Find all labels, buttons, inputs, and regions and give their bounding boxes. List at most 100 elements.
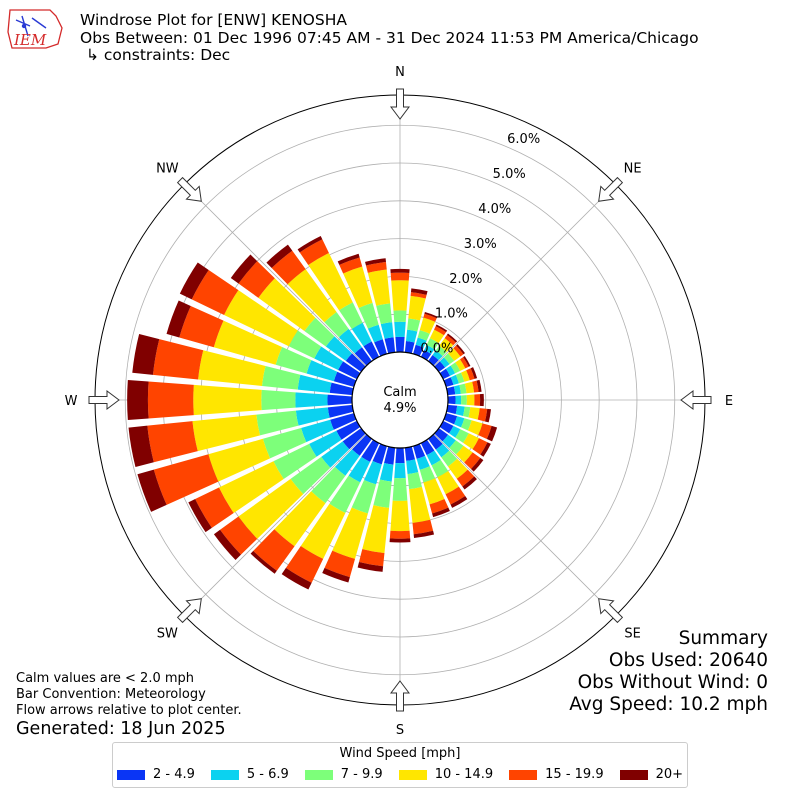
legend-item-1: 5 - 6.9: [210, 767, 289, 782]
bar-310-bin-0: [345, 353, 366, 372]
bar-180-bin-2: [392, 478, 408, 501]
bar-160-bin-0: [413, 443, 426, 459]
flow-arrow-se: [598, 598, 624, 624]
bar-240-bin-0: [336, 420, 361, 440]
bar-330-bin-0: [363, 341, 380, 361]
bar-340-bin-2: [358, 302, 379, 329]
legend-label: 5 - 6.9: [246, 767, 289, 782]
bar-250-bin-0: [330, 413, 357, 430]
bar-300-bin-0: [338, 361, 361, 380]
bar-110-bin-5: [486, 425, 498, 442]
grid-spoke-nw: [184, 184, 367, 367]
bar-200-bin-3: [332, 507, 368, 559]
legend-label: 15 - 19.9: [545, 767, 604, 782]
bar-290-bin-3: [213, 320, 283, 365]
bar-330-bin-3: [308, 253, 353, 311]
bar-110-bin-3: [467, 420, 483, 436]
bar-320-bin-4: [271, 250, 306, 285]
bar-220-bin-5: [250, 550, 277, 574]
bar-190-bin-0: [384, 446, 396, 465]
direction-label-se: SE: [624, 627, 640, 642]
bar-350-bin-0: [384, 337, 396, 354]
bar-270-bin-0: [327, 394, 353, 406]
calm-value: 4.9%: [383, 401, 416, 416]
bar-260-bin-2: [256, 410, 299, 436]
legend-item-4: 15 - 19.9: [509, 767, 604, 782]
bar-320-bin-5: [266, 244, 293, 269]
bar-150-bin-1: [426, 450, 441, 466]
bar-260-bin-1: [295, 407, 330, 426]
bar-190-bin-5: [357, 561, 384, 572]
calm-circle: [351, 351, 449, 449]
bar-130-bin-5: [470, 457, 484, 472]
bar-340-bin-4: [339, 257, 363, 274]
bar-210-bin-0: [361, 439, 380, 462]
legend-item-5: 20+: [619, 767, 683, 782]
summary-avg-speed: Avg Speed: 10.2 mph: [569, 694, 768, 715]
bar-270-bin-5: [127, 380, 149, 420]
bar-10-bin-0: [404, 340, 415, 354]
bar-100-bin-2: [463, 406, 471, 418]
bar-90-bin-0: [447, 395, 456, 405]
bar-80-bin-2: [459, 383, 467, 394]
bar-240-bin-1: [309, 430, 342, 457]
bar-50-bin-3: [447, 348, 461, 361]
bar-190-bin-4: [359, 549, 385, 567]
bar-190-bin-2: [373, 479, 392, 508]
bar-280-bin-5: [132, 333, 160, 375]
bar-110-bin-1: [454, 416, 465, 428]
legend-swatch: [116, 769, 145, 780]
bar-140-bin-3: [447, 458, 468, 479]
bar-180-bin-3: [390, 500, 410, 532]
bar-100-bin-3: [468, 407, 480, 420]
bar-100-bin-5: [485, 408, 491, 423]
bar-150-bin-3: [437, 470, 459, 495]
bar-200-bin-1: [364, 461, 382, 485]
bar-130-bin-1: [442, 434, 456, 448]
bar-160-bin-1: [416, 455, 430, 470]
bar-150-bin-5: [450, 495, 468, 508]
bar-10-bin-4: [410, 292, 427, 299]
bar-130-bin-2: [449, 440, 464, 455]
bar-130-bin-0: [434, 428, 449, 442]
bar-90-bin-4: [474, 394, 481, 406]
bar-50-bin-4: [453, 345, 464, 357]
bar-120-bin-1: [449, 425, 461, 438]
flow-arrow-w: [88, 390, 120, 410]
note-bar-convention: Bar Convention: Meteorology: [16, 687, 206, 702]
bar-70-bin-1: [450, 374, 459, 385]
summary-panel: Summary Obs Used: 20640 Obs Without Wind…: [569, 628, 768, 716]
bar-60-bin-5: [463, 356, 471, 367]
flow-arrow-n: [390, 88, 410, 120]
bar-200-bin-4: [324, 550, 356, 578]
grid-spoke-ne: [433, 184, 616, 367]
radial-tick-label-2: 2.0%: [449, 272, 482, 287]
bar-80-bin-0: [446, 386, 456, 396]
bar-280-bin-2: [262, 365, 301, 390]
bar-250-bin-1: [301, 419, 334, 443]
bar-280-bin-0: [329, 382, 354, 396]
radial-tick-label-3: 3.0%: [464, 237, 497, 252]
bar-230-bin-5: [213, 529, 241, 560]
bar-280-bin-4: [152, 339, 204, 380]
note-flow-arrows: Flow arrows relative to plot center.: [16, 703, 242, 718]
bar-200-bin-5: [322, 567, 350, 583]
bar-160-bin-4: [429, 498, 449, 514]
bar-90-bin-5: [479, 393, 484, 407]
bar-120-bin-5: [480, 442, 491, 457]
bar-110-bin-0: [443, 413, 458, 425]
legend-title: Wind Speed [mph]: [339, 746, 461, 761]
bar-50-bin-2: [443, 353, 455, 365]
bar-320-bin-0: [354, 347, 372, 366]
bar-190-bin-3: [362, 505, 390, 554]
bar-320-bin-2: [324, 312, 349, 338]
bar-80-bin-3: [464, 381, 475, 394]
bar-320-bin-1: [338, 328, 362, 354]
bar-80-bin-5: [476, 379, 482, 393]
legend-item-0: 2 - 4.9: [116, 767, 195, 782]
bar-190-bin-1: [379, 463, 394, 482]
legend-swatch: [509, 769, 538, 780]
bar-30-bin-5: [435, 324, 448, 333]
bar-140-bin-4: [456, 469, 475, 487]
bar-0-bin-2: [393, 310, 407, 322]
